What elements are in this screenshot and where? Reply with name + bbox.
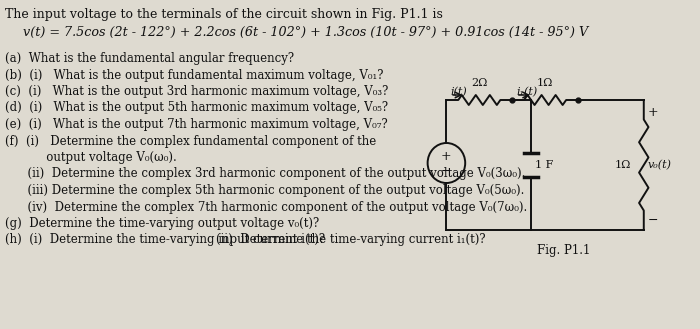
Text: output voltage V₀(ω₀).: output voltage V₀(ω₀). xyxy=(5,151,176,164)
Text: i₁(t): i₁(t) xyxy=(516,87,537,97)
Text: (h)  (i)  Determine the time-varying input current i(t)?: (h) (i) Determine the time-varying input… xyxy=(5,234,325,246)
Text: −: − xyxy=(441,164,452,178)
Text: (g)  Determine the time-varying output voltage v₀(t)?: (g) Determine the time-varying output vo… xyxy=(5,217,319,230)
Text: The input voltage to the terminals of the circuit shown in Fig. P1.1 is: The input voltage to the terminals of th… xyxy=(5,8,442,21)
Text: −: − xyxy=(648,214,658,226)
Text: (ii)  Determine the complex 3rd harmonic component of the output voltage V₀(3ω₀): (ii) Determine the complex 3rd harmonic … xyxy=(5,167,525,181)
Text: (iii) Determine the complex 5th harmonic component of the output voltage V₀(5ω₀): (iii) Determine the complex 5th harmonic… xyxy=(5,184,524,197)
Text: i(t): i(t) xyxy=(450,87,467,97)
Text: (f)  (i)   Determine the complex fundamental component of the: (f) (i) Determine the complex fundamenta… xyxy=(5,135,376,147)
Text: 2Ω: 2Ω xyxy=(471,78,487,88)
Text: 1 F: 1 F xyxy=(535,160,553,170)
Text: +: + xyxy=(441,149,452,163)
Text: 1Ω: 1Ω xyxy=(537,78,553,88)
Text: +: + xyxy=(648,106,658,118)
Text: (e)  (i)   What is the output 7th harmonic maximum voltage, V₀₇?: (e) (i) What is the output 7th harmonic … xyxy=(5,118,387,131)
Text: (c)  (i)   What is the output 3rd harmonic maximum voltage, V₀₃?: (c) (i) What is the output 3rd harmonic … xyxy=(5,85,388,98)
Text: (iv)  Determine the complex 7th harmonic component of the output voltage V₀(7ω₀): (iv) Determine the complex 7th harmonic … xyxy=(5,200,527,214)
Text: (d)  (i)   What is the output 5th harmonic maximum voltage, V₀₅?: (d) (i) What is the output 5th harmonic … xyxy=(5,102,388,114)
Text: v₀(t): v₀(t) xyxy=(648,160,671,170)
Text: (b)  (i)   What is the output fundamental maximum voltage, V₀₁?: (b) (i) What is the output fundamental m… xyxy=(5,68,383,82)
Text: v(t) = 7.5cos (2t - 122°) + 2.2cos (6t - 102°) + 1.3cos (10t - 97°) + 0.91cos (1: v(t) = 7.5cos (2t - 122°) + 2.2cos (6t -… xyxy=(24,26,589,39)
Text: 1Ω: 1Ω xyxy=(614,160,631,170)
Text: Fig. P1.1: Fig. P1.1 xyxy=(537,244,591,257)
Text: (a)  What is the fundamental angular frequency?: (a) What is the fundamental angular freq… xyxy=(5,52,294,65)
Text: (ii)  Determine the time-varying current i₁(t)?: (ii) Determine the time-varying current … xyxy=(216,234,486,246)
